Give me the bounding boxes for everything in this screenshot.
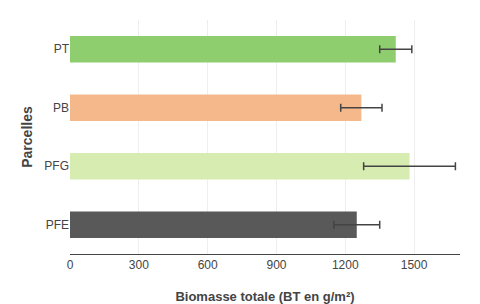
svg-text:1500: 1500 xyxy=(401,258,428,272)
svg-text:300: 300 xyxy=(129,258,149,272)
svg-text:Biomasse totale (BT en g/m²): Biomasse totale (BT en g/m²) xyxy=(175,289,354,304)
svg-text:PB: PB xyxy=(53,101,69,115)
svg-text:900: 900 xyxy=(266,258,286,272)
svg-text:PFG: PFG xyxy=(44,159,69,173)
svg-text:600: 600 xyxy=(198,258,218,272)
svg-text:PT: PT xyxy=(54,42,70,56)
svg-text:PFE: PFE xyxy=(46,218,69,232)
svg-text:0: 0 xyxy=(67,258,74,272)
svg-text:Parcelles: Parcelles xyxy=(19,106,35,168)
svg-text:1200: 1200 xyxy=(332,258,359,272)
